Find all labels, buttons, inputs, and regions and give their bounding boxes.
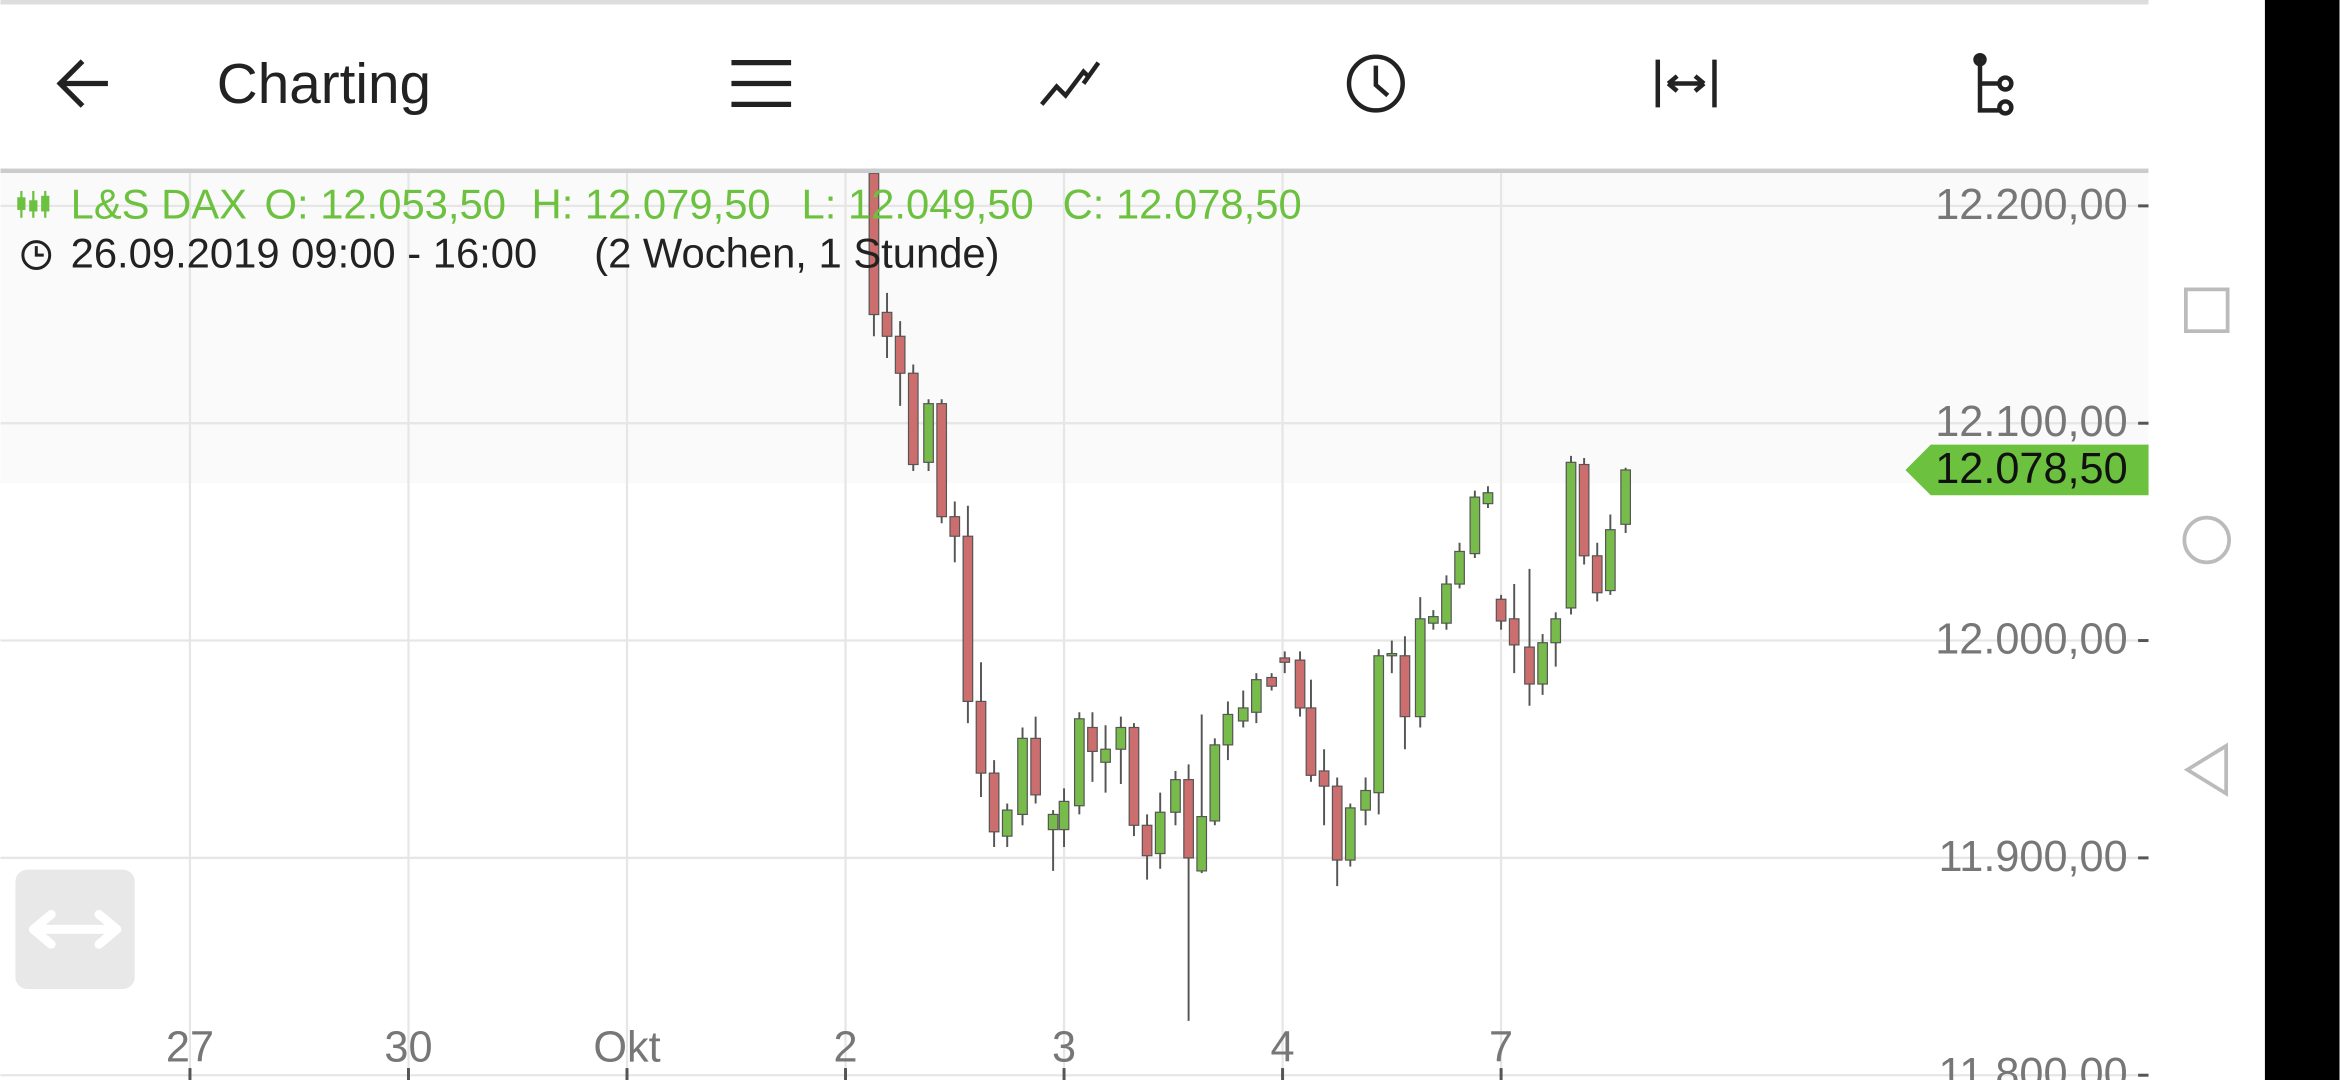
candle-body [1469, 496, 1481, 555]
last-price-tag [1905, 444, 2149, 496]
candle-body [1454, 550, 1465, 585]
time-button[interactable] [1346, 54, 1405, 113]
candle-body [1373, 655, 1385, 794]
grid: 11.800,00 11.900,00 12.000,00 12.100,00 12.2… [0, 171, 2149, 1080]
candle-body [1100, 748, 1111, 763]
candle-body [1524, 646, 1535, 685]
recents-button[interactable] [2183, 287, 2230, 334]
candle-body [1360, 789, 1371, 811]
candle-body [949, 516, 961, 537]
candle-body [1279, 657, 1291, 663]
x-tick-label: 27 [166, 1024, 214, 1072]
y-tick-label: 12.200,00 [1935, 181, 2127, 229]
candle-body [881, 311, 893, 337]
menu-button[interactable] [731, 60, 792, 108]
candle-body [1209, 744, 1221, 822]
candle-body [1591, 555, 1603, 594]
candle-body [1578, 463, 1590, 557]
candle-body [1196, 815, 1208, 872]
x-tick-label: 4 [1271, 1024, 1295, 1072]
candle-body [936, 403, 948, 518]
high-label: H: 12.079,50 [532, 180, 771, 227]
candle-body [1141, 824, 1153, 857]
candle-body [1266, 676, 1278, 687]
back-button[interactable] [56, 59, 108, 108]
candle-body [1047, 813, 1059, 831]
candle-body [1128, 726, 1140, 826]
candle-body [1565, 461, 1577, 609]
app-bar: Charting [0, 0, 2149, 174]
candle-body [1017, 737, 1028, 816]
candle-body [1508, 618, 1520, 646]
y-tick-label: 12.100,00 [1935, 398, 2127, 446]
close-label: C: 12.078,50 [1063, 180, 1302, 227]
candle-body [1620, 469, 1632, 525]
x-tick-label: 3 [1052, 1024, 1076, 1072]
x-tick-label: 2 [833, 1024, 857, 1072]
candle-body [1305, 707, 1317, 776]
indicator-button[interactable] [1039, 61, 1101, 106]
y-tick-label: 12.000,00 [1935, 615, 2127, 663]
clock-icon [21, 240, 52, 270]
candle-body [1318, 770, 1330, 787]
candle-body [1222, 713, 1234, 746]
candle-body [1482, 492, 1494, 505]
candle-body [1294, 659, 1306, 709]
plot-band [0, 171, 2149, 484]
candle-body [988, 772, 1000, 833]
candle-body [1001, 809, 1013, 837]
candles [868, 162, 1632, 1021]
candle-body [975, 700, 987, 774]
candle-body [1427, 616, 1439, 624]
low-label: L: 12.049,50 [802, 180, 1034, 227]
legend: L&S DAX O: 12.053,50 H: 12.079,50 L: 12.… [17, 180, 1302, 277]
y-tick-label: 11.900,00 [1938, 833, 2127, 881]
candle-body [1399, 655, 1411, 718]
period: 26.09.2019 09:00 - 16:00 [71, 230, 538, 277]
candle-body [1250, 679, 1262, 713]
x-tick-label: 30 [384, 1024, 432, 1072]
back-nav-button[interactable] [2183, 742, 2228, 797]
x-tick-label: 7 [1489, 1024, 1513, 1072]
candle-body [1030, 737, 1042, 796]
candle-body [1087, 726, 1098, 752]
candle-body [1550, 618, 1562, 644]
candle-body [907, 372, 919, 466]
y-tick-label: 11.800,00 [1938, 1050, 2127, 1080]
candle-body [1344, 807, 1356, 861]
candle-icon [17, 190, 50, 218]
candle-body [1073, 718, 1085, 807]
candle-body [923, 403, 934, 463]
candle-body [1170, 779, 1181, 813]
candle-body [1604, 529, 1616, 592]
candle-body [1386, 652, 1398, 657]
candle-body [1058, 800, 1070, 831]
candle-body [1237, 707, 1249, 722]
app-title: Charting [217, 53, 431, 116]
candle-body [868, 172, 880, 316]
candle-body [1183, 779, 1194, 859]
x-tick-label: Okt [593, 1024, 660, 1072]
candle-body [894, 335, 906, 374]
range-button[interactable] [1655, 59, 1717, 108]
candle-body [1331, 785, 1343, 861]
compare-button[interactable] [1973, 52, 2014, 116]
candle-body [962, 535, 974, 703]
nav-bar [2148, 0, 2340, 1080]
candle-body [1537, 642, 1548, 685]
instrument: L&S DAX [71, 180, 247, 227]
open-label: O: 12.053,50 [265, 180, 506, 227]
candle-body [1154, 811, 1166, 855]
candle-body [1441, 583, 1452, 624]
last-price-label: 12.078,50 [1935, 445, 2127, 493]
home-button[interactable] [2182, 515, 2231, 565]
candle-body [1414, 618, 1426, 718]
candle-body [1495, 598, 1507, 622]
candle-body [1115, 726, 1127, 750]
range: (2 Wochen, 1 Stunde) [594, 230, 999, 277]
scroll-button[interactable] [15, 869, 135, 990]
